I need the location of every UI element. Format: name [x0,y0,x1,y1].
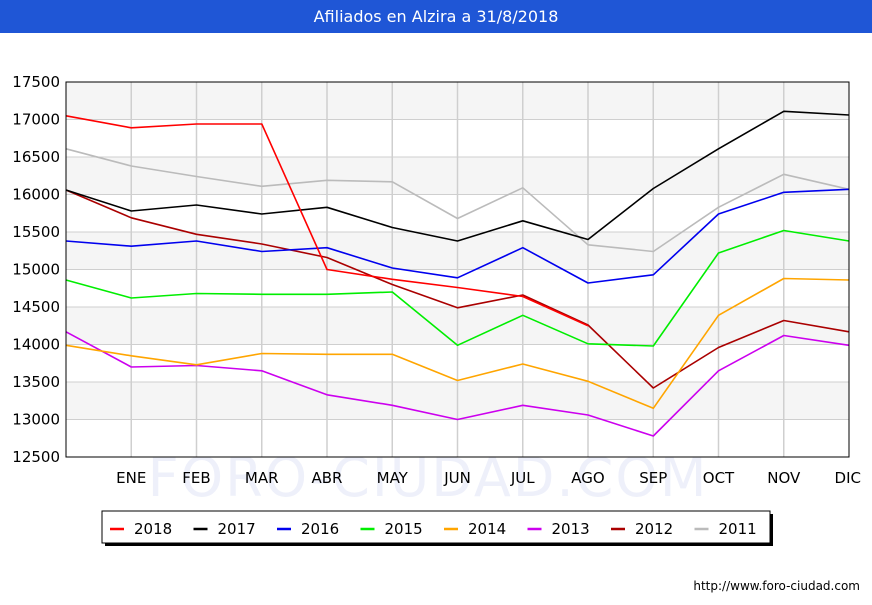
series-line-2011 [65,148,850,253]
legend-box [101,510,771,544]
x-tick-label: DIC [835,469,861,487]
legend-label-2013: 2013 [552,520,590,538]
y-tick-label: 14000 [12,336,60,354]
x-tick-label: JUN [443,469,471,487]
y-tick-label: 13000 [12,411,60,429]
x-tick-label: MAY [377,469,409,487]
y-axis: 12500 13000 13500 14000 14500 15000 15500 16000… [12,73,60,466]
y-tick-label: 16500 [12,148,60,166]
series-line-2018 [65,115,589,327]
y-tick-label: 13500 [12,373,60,391]
series-line-2016 [65,188,850,284]
series-lines [65,110,850,437]
x-tick-label: MAR [245,469,279,487]
y-tick-label: 16000 [12,186,60,204]
legend-label-2018: 2018 [134,520,172,538]
legend-label-2011: 2011 [719,520,757,538]
y-tick-label: 15500 [12,223,60,241]
x-tick-label: NOV [767,469,801,487]
series-line-2014 [65,277,850,410]
source-credit: http://www.foro-ciudad.com [693,579,860,593]
legend-label-2016: 2016 [301,520,339,538]
x-tick-label: ABR [312,469,343,487]
chart-title: Afiliados en Alzira a 31/8/2018 [0,0,872,33]
series-line-2015 [65,229,850,347]
series-line-2012 [65,189,850,389]
y-tick-label: 14500 [12,298,60,316]
legend: 2018 2017 2016 2015 2014 2013 2012 2011 [101,510,773,546]
series-line-2017 [65,110,850,242]
plot-frame [65,81,850,458]
x-tick-label: OCT [703,469,735,487]
x-tick-label: AGO [571,469,604,487]
y-tick-label: 12500 [12,448,60,466]
legend-label-2015: 2015 [385,520,423,538]
x-tick-label: SEP [639,469,667,487]
legend-label-2012: 2012 [635,520,673,538]
x-tick-label: ENE [116,469,146,487]
legend-label-2017: 2017 [218,520,256,538]
x-axis: ENE FEB MAR ABR MAY JUN JUL AGO SEP OCT NOV DIC [116,469,861,487]
y-tick-label: 15000 [12,261,60,279]
x-tick-label: FEB [182,469,210,487]
y-tick-label: 17000 [12,111,60,129]
y-tick-label: 17500 [12,73,60,91]
x-tick-label: JUL [510,469,535,487]
legend-label-2014: 2014 [468,520,506,538]
